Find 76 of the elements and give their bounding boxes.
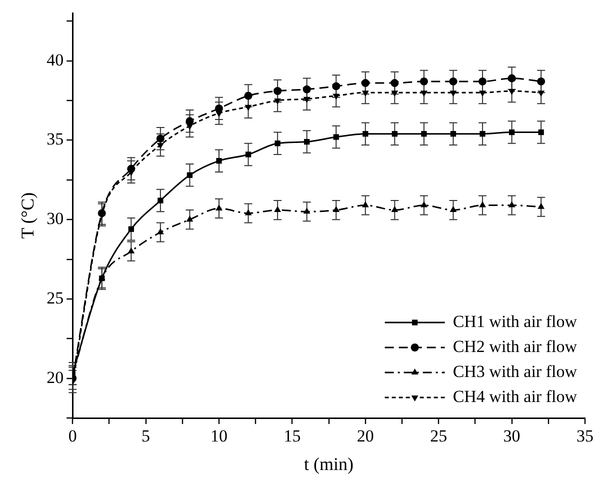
point bbox=[244, 104, 252, 111]
point bbox=[332, 82, 340, 90]
point bbox=[128, 247, 135, 254]
point bbox=[480, 131, 486, 137]
point bbox=[216, 158, 222, 164]
point bbox=[186, 172, 193, 178]
point bbox=[450, 90, 457, 97]
point bbox=[158, 198, 164, 204]
x-tick-label: 15 bbox=[284, 426, 301, 446]
y-tick-label: 30 bbox=[46, 209, 64, 228]
legend-label: CH4 with air flow bbox=[452, 386, 578, 406]
point bbox=[450, 131, 456, 137]
point bbox=[156, 142, 164, 149]
point bbox=[361, 79, 370, 88]
point bbox=[274, 206, 282, 212]
point bbox=[392, 131, 398, 137]
point bbox=[215, 104, 223, 112]
x-tick-label: 5 bbox=[142, 426, 150, 446]
point bbox=[390, 79, 399, 88]
point bbox=[302, 85, 311, 94]
legend-label: CH2 with air flow bbox=[452, 336, 578, 356]
y-tick-label: 20 bbox=[46, 368, 64, 387]
legend-label: CH3 with air flow bbox=[452, 362, 578, 381]
point bbox=[362, 131, 368, 137]
y-tick-label: 25 bbox=[46, 288, 64, 308]
point bbox=[508, 74, 516, 82]
point bbox=[391, 206, 398, 212]
y-tick-label: 40 bbox=[46, 50, 64, 70]
legend-label: CH1 with air flow bbox=[452, 312, 578, 331]
point bbox=[332, 94, 340, 100]
point bbox=[244, 209, 252, 216]
point bbox=[332, 206, 340, 212]
point bbox=[537, 77, 546, 86]
point bbox=[420, 90, 428, 97]
point bbox=[391, 90, 398, 97]
point bbox=[156, 228, 164, 234]
point bbox=[333, 134, 339, 140]
point bbox=[508, 129, 515, 136]
point bbox=[156, 134, 164, 143]
point bbox=[303, 96, 310, 103]
point bbox=[538, 202, 545, 209]
point bbox=[479, 201, 486, 208]
point bbox=[127, 164, 136, 173]
x-tick-label: 30 bbox=[503, 426, 520, 446]
x-tick-label: 25 bbox=[430, 426, 448, 446]
point bbox=[362, 201, 369, 208]
point bbox=[538, 129, 544, 136]
x-tick-label: 20 bbox=[356, 426, 374, 446]
point bbox=[362, 90, 369, 97]
y-axis-title: T (°C) bbox=[18, 192, 38, 239]
point bbox=[449, 77, 458, 86]
point bbox=[304, 138, 310, 145]
point bbox=[274, 98, 282, 105]
point bbox=[538, 90, 545, 97]
point bbox=[245, 152, 252, 158]
point bbox=[303, 208, 310, 214]
point bbox=[128, 226, 134, 232]
x-axis-title: t (min) bbox=[304, 454, 354, 474]
point bbox=[420, 201, 428, 208]
x-tick-label: 10 bbox=[210, 426, 228, 446]
point bbox=[274, 86, 282, 95]
x-tick-label: 0 bbox=[68, 426, 77, 446]
point bbox=[479, 90, 486, 97]
point bbox=[216, 204, 222, 210]
point bbox=[450, 206, 457, 212]
point bbox=[98, 209, 106, 218]
point bbox=[478, 77, 487, 86]
x-tick-label: 35 bbox=[576, 426, 594, 446]
point bbox=[508, 201, 516, 208]
point bbox=[421, 131, 427, 137]
point bbox=[420, 77, 428, 86]
point bbox=[508, 88, 516, 95]
point bbox=[186, 216, 194, 222]
point bbox=[274, 140, 280, 146]
point bbox=[244, 92, 252, 100]
y-tick-label: 35 bbox=[46, 130, 64, 149]
